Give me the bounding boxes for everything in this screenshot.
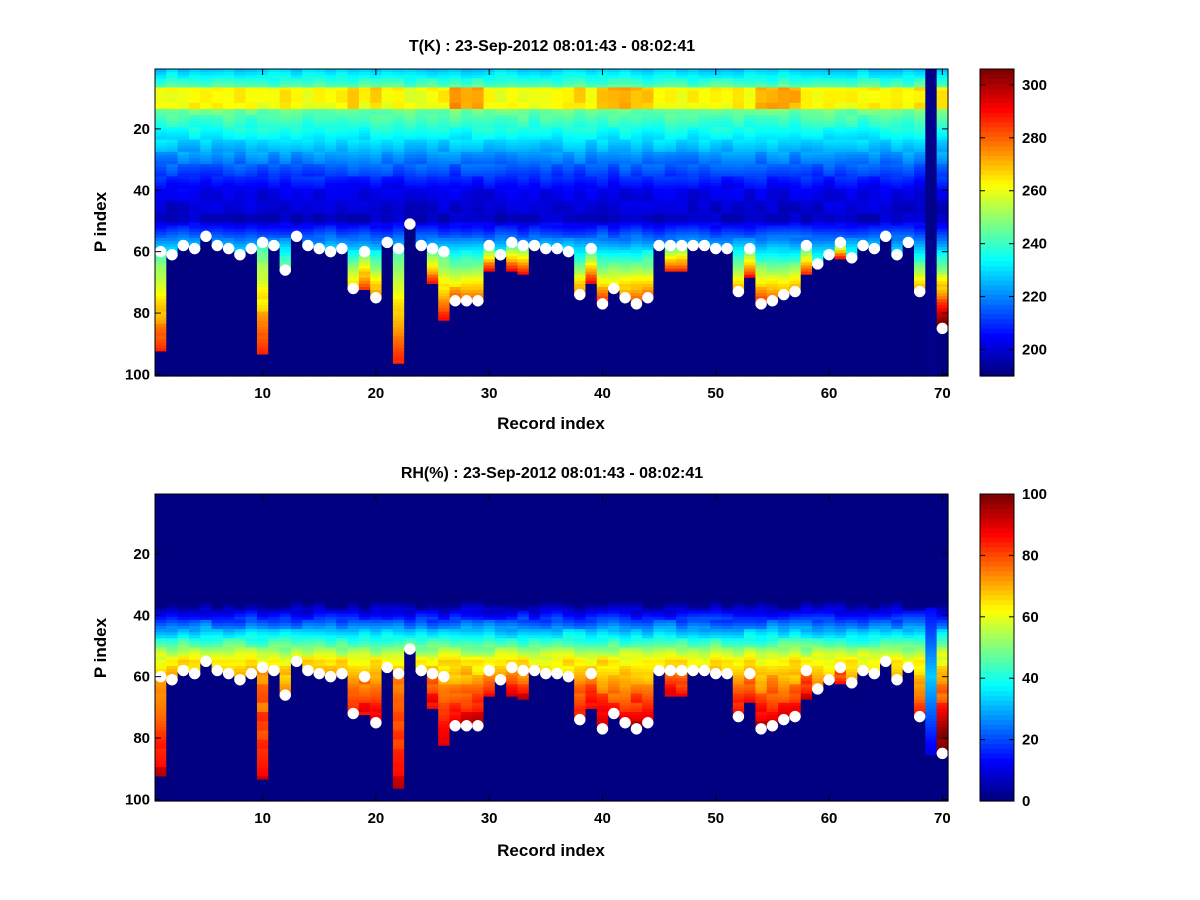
temperature-heatmap <box>155 69 949 377</box>
temperature-panel: T(K) : 23-Sep-2012 08:01:43 - 08:02:41 1… <box>91 38 1047 433</box>
temperature-title: T(K) : 23-Sep-2012 08:01:43 - 08:02:41 <box>409 38 695 55</box>
